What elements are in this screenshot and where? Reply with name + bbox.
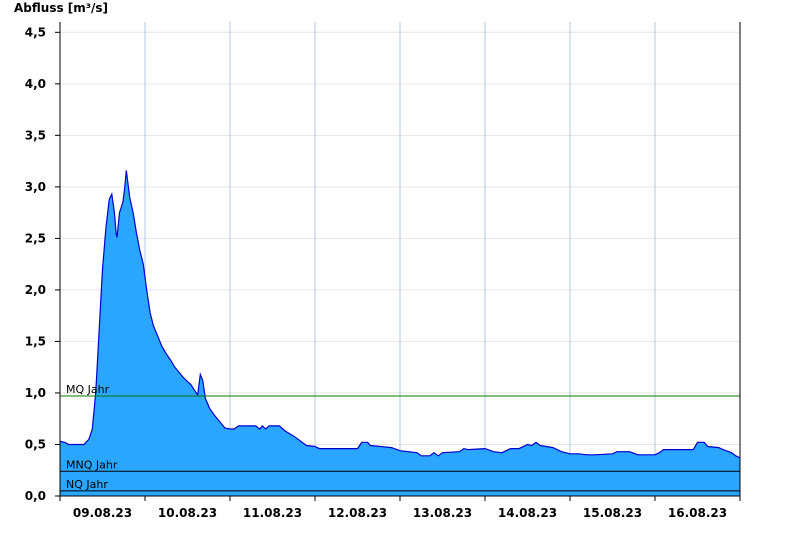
discharge-area: [59, 170, 741, 496]
x-tick-label: 13.08.23: [413, 506, 472, 520]
x-tick-label: 15.08.23: [583, 506, 642, 520]
x-tick-label: 14.08.23: [498, 506, 557, 520]
y-tick-label: 4,5: [25, 25, 46, 39]
x-tick-label: 09.08.23: [73, 506, 132, 520]
y-tick-label: 2,0: [25, 283, 46, 297]
y-tick-label: 4,0: [25, 77, 46, 91]
y-tick-label: 3,5: [25, 128, 46, 142]
reference-label: MNQ Jahr: [66, 458, 118, 471]
reference-lines: MQ Jahr MNQ Jahr NQ Jahr: [60, 383, 740, 492]
discharge-fill: [60, 170, 740, 496]
gridlines: [60, 22, 740, 496]
y-tick-label: 1,0: [25, 386, 46, 400]
x-tick-label: 16.08.23: [668, 506, 727, 520]
discharge-line: [59, 170, 741, 459]
reference-label: NQ Jahr: [66, 478, 108, 491]
y-axis-ticks: 0,0 0,5 1,0 1,5 2,0 2,5 3,0 3,5 4,0 4,5: [25, 25, 60, 503]
x-tick-label: 11.08.23: [243, 506, 302, 520]
y-tick-label: 2,5: [25, 231, 46, 245]
x-tick-label: 12.08.23: [328, 506, 387, 520]
x-tick-label: 10.08.23: [158, 506, 217, 520]
y-tick-label: 0,0: [25, 489, 46, 503]
x-axis-ticks: 09.08.23 10.08.23 11.08.23 12.08.23 13.08.23…: [59, 496, 741, 520]
y-tick-label: 0,5: [25, 437, 46, 451]
reference-label: MQ Jahr: [66, 383, 110, 396]
y-tick-label: 1,5: [25, 334, 46, 348]
y-axis-label: Abfluss [m³/s]: [14, 1, 108, 15]
y-tick-label: 3,0: [25, 180, 46, 194]
